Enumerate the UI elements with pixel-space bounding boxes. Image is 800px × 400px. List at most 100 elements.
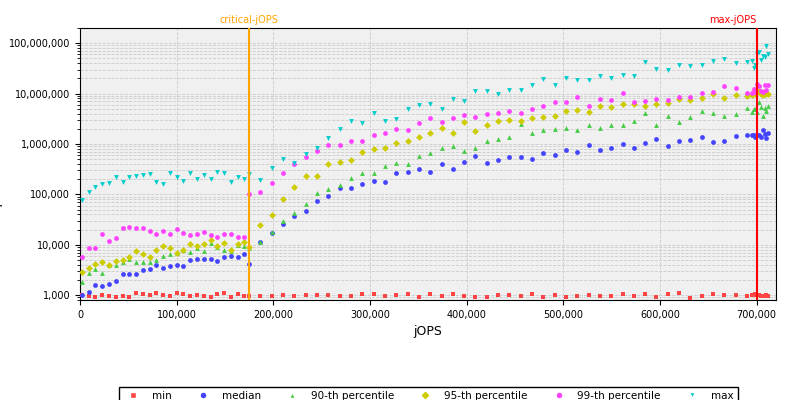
Point <box>751 50 764 57</box>
Point <box>150 257 162 263</box>
Point <box>605 104 618 110</box>
Point <box>266 293 278 300</box>
Point <box>177 247 190 253</box>
Point <box>605 122 618 128</box>
Point <box>650 294 663 300</box>
Point <box>157 292 170 298</box>
Point <box>673 96 686 102</box>
Point <box>390 126 402 132</box>
Point <box>116 271 129 278</box>
Point <box>684 295 697 302</box>
Point <box>89 294 102 300</box>
Point <box>749 290 762 297</box>
Point <box>401 127 414 133</box>
Point <box>751 81 764 87</box>
Point <box>458 98 470 104</box>
Point <box>150 178 162 185</box>
Point <box>367 178 380 185</box>
Point <box>514 87 527 94</box>
Point <box>594 96 606 102</box>
Point <box>695 62 708 68</box>
Point <box>184 241 197 247</box>
Point <box>754 104 767 110</box>
Point <box>102 293 115 299</box>
Point <box>446 115 459 121</box>
Point <box>277 156 290 162</box>
Point <box>299 172 312 179</box>
Point <box>754 91 767 97</box>
Point <box>514 110 527 116</box>
Point <box>322 192 334 199</box>
Point <box>130 173 142 179</box>
Point <box>184 293 197 300</box>
Point <box>334 158 346 165</box>
Point <box>762 82 774 88</box>
Point <box>435 145 448 152</box>
Point <box>435 106 448 112</box>
Point <box>458 148 470 155</box>
Point <box>730 292 742 298</box>
Point <box>695 95 708 102</box>
Point <box>96 283 109 290</box>
Point <box>480 160 493 166</box>
Point <box>559 294 572 300</box>
Point <box>559 146 572 153</box>
Point <box>582 142 595 148</box>
Point <box>211 234 224 240</box>
Point <box>662 112 674 119</box>
Point <box>288 160 301 166</box>
Point <box>503 154 516 160</box>
Point <box>469 153 482 160</box>
Point <box>662 143 674 149</box>
Point <box>537 126 550 133</box>
Point <box>424 130 437 136</box>
Point <box>446 143 459 149</box>
Point <box>571 94 584 100</box>
Point <box>492 110 505 116</box>
Point <box>514 154 527 160</box>
Point <box>747 88 760 95</box>
Point <box>378 144 391 151</box>
Point <box>480 294 493 300</box>
Point <box>170 261 183 268</box>
Point <box>116 257 129 263</box>
Point <box>96 231 109 237</box>
Point <box>242 170 255 177</box>
Point <box>760 43 773 49</box>
Point <box>123 293 136 300</box>
Point <box>102 281 115 287</box>
Point <box>480 121 493 128</box>
Point <box>102 180 115 187</box>
Point <box>345 293 358 299</box>
Point <box>367 110 380 116</box>
Point <box>638 291 651 297</box>
Point <box>756 89 769 95</box>
Point <box>401 161 414 167</box>
Point <box>480 87 493 94</box>
Point <box>446 166 459 172</box>
Point <box>378 178 391 185</box>
Point <box>231 174 244 180</box>
Point <box>537 294 550 300</box>
Point <box>345 185 358 192</box>
Point <box>746 132 758 138</box>
Point <box>137 291 150 297</box>
Point <box>345 175 358 182</box>
Point <box>75 196 88 203</box>
Point <box>760 108 773 114</box>
Point <box>367 132 380 138</box>
Point <box>741 89 754 96</box>
Point <box>254 222 267 228</box>
Point <box>492 136 505 142</box>
Point <box>627 145 640 151</box>
Point <box>170 290 183 296</box>
Point <box>526 156 538 162</box>
Point <box>650 96 663 102</box>
Point <box>492 292 505 298</box>
Point <box>177 246 190 253</box>
Point <box>756 53 769 60</box>
Point <box>224 247 238 254</box>
Point <box>756 292 769 299</box>
Point <box>741 92 754 99</box>
Point <box>163 293 176 300</box>
